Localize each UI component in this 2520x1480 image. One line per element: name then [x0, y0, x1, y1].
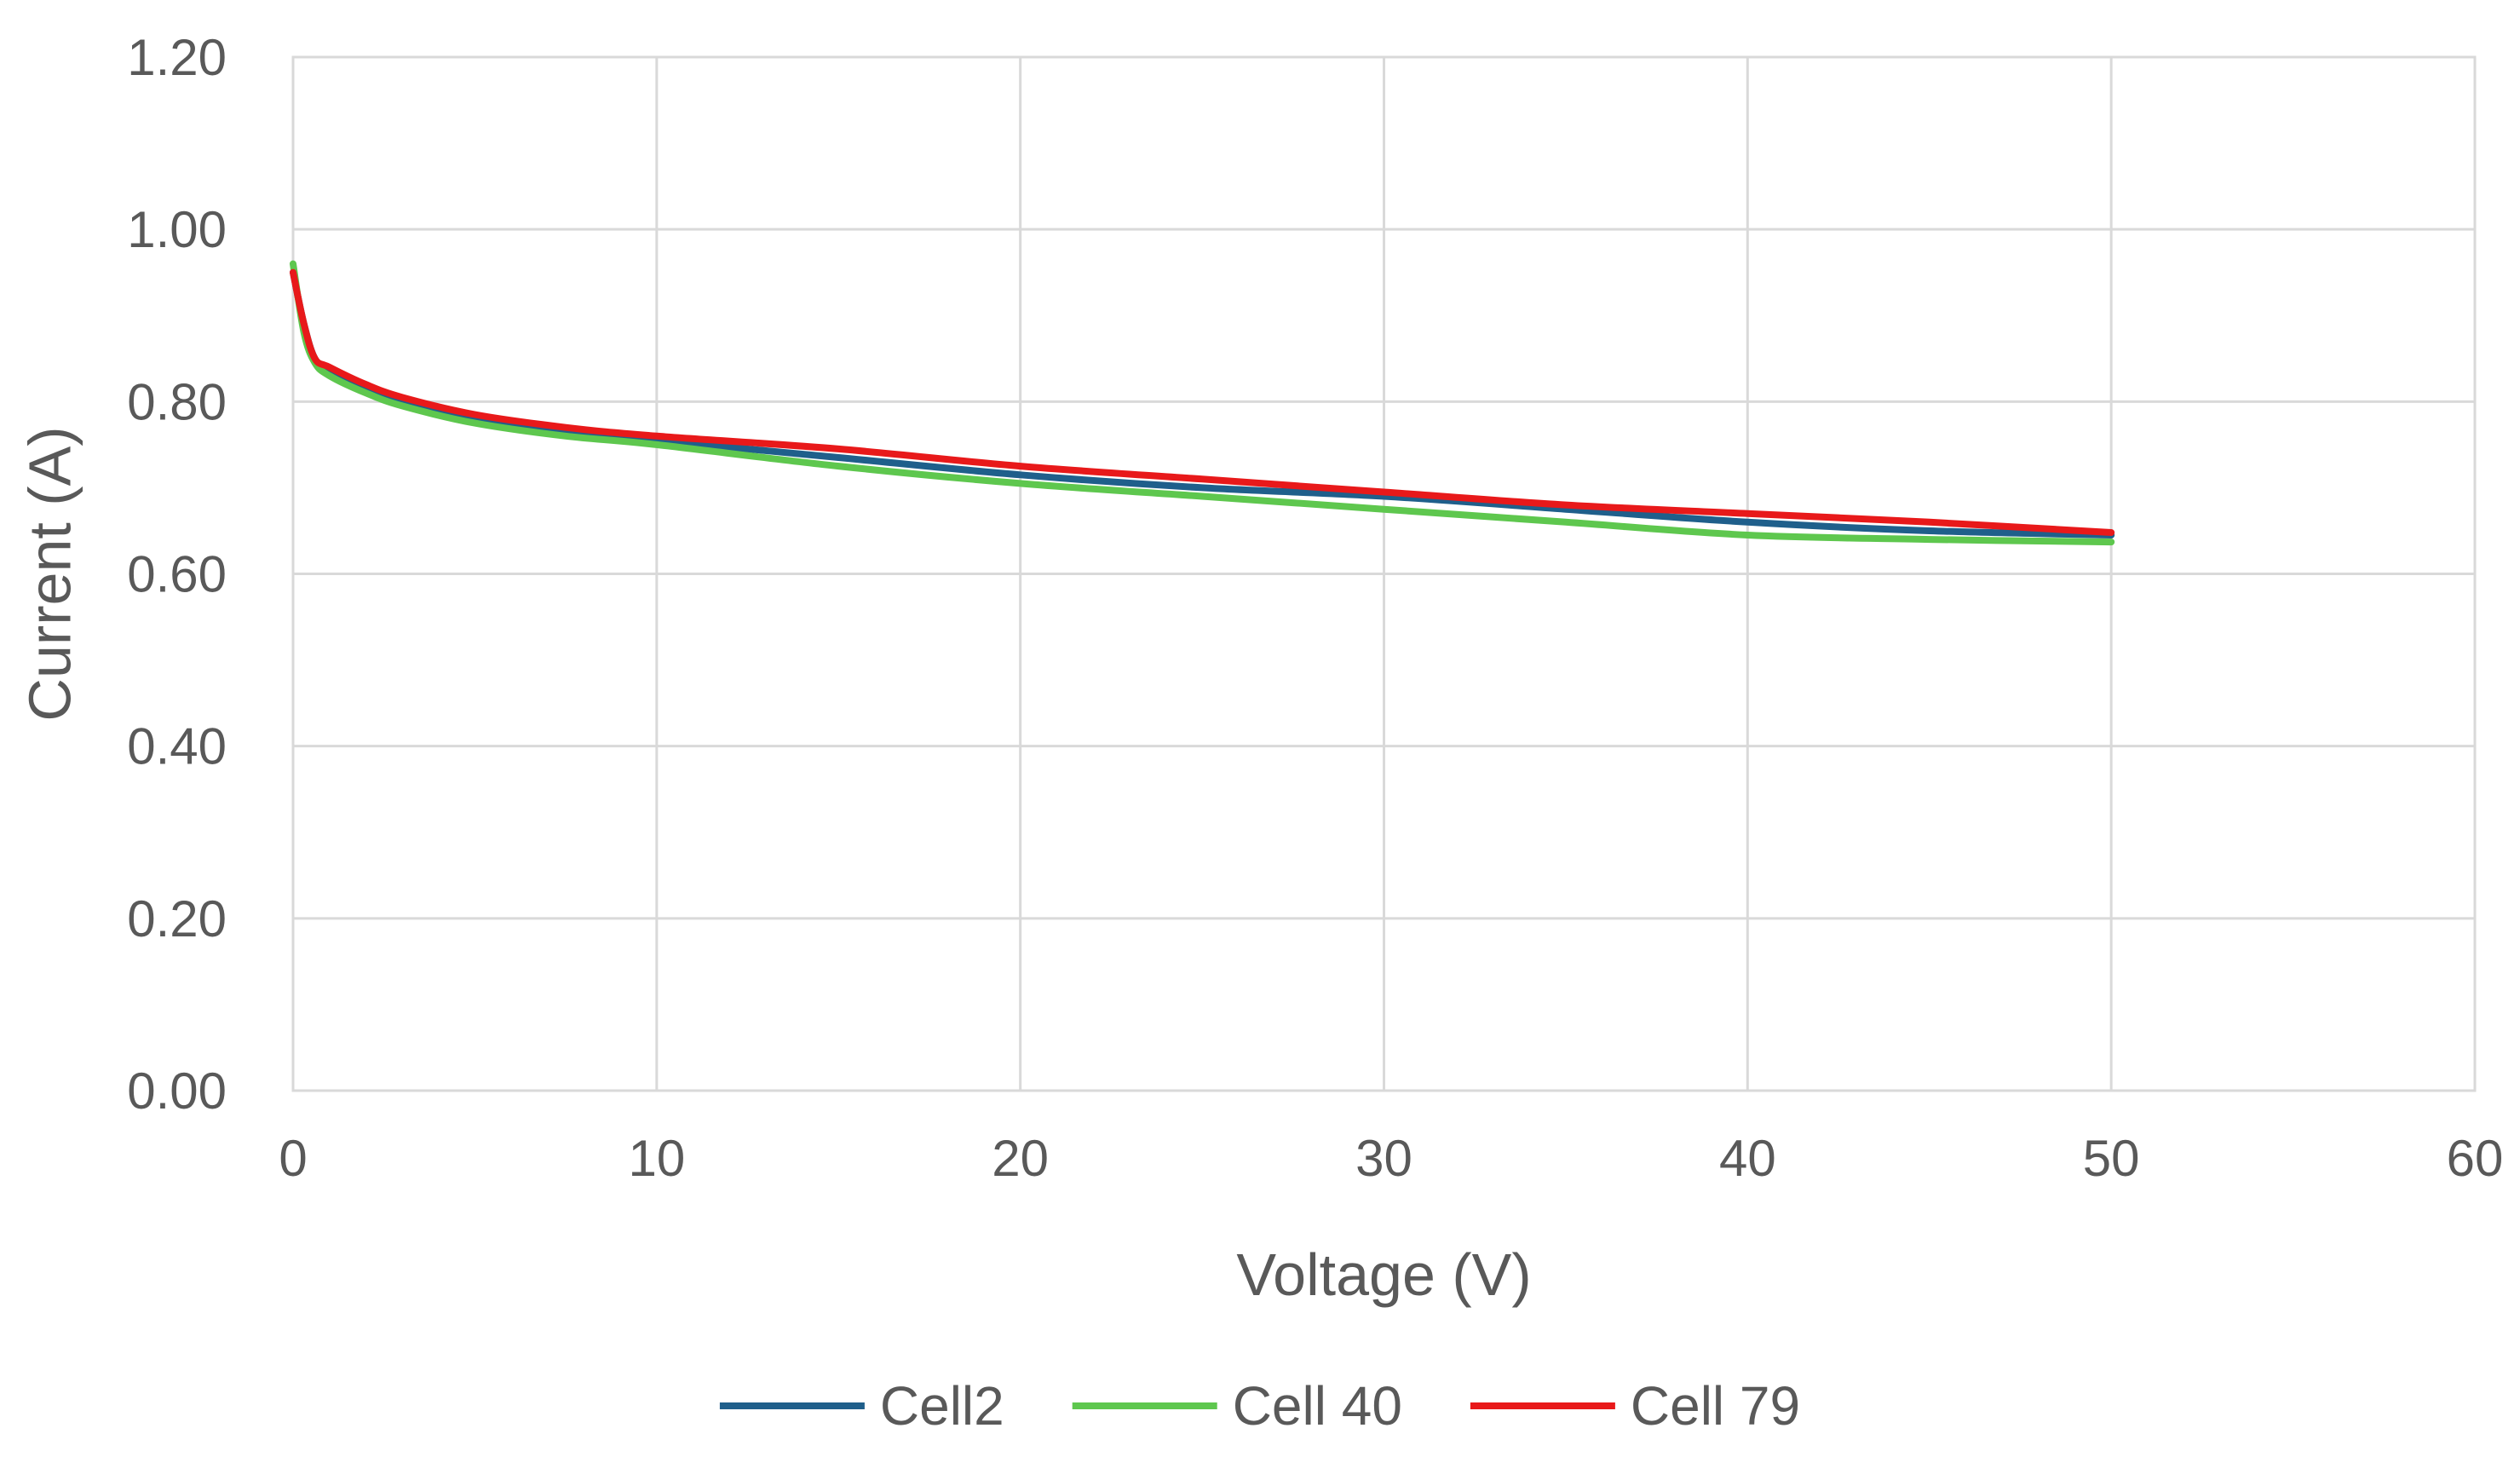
- y-tick-label: 0.60: [127, 546, 227, 603]
- y-tick-label: 0.40: [127, 718, 227, 775]
- x-tick-label: 30: [1355, 1130, 1412, 1187]
- y-tick-label: 1.00: [127, 201, 227, 258]
- legend-label: Cell 40: [1233, 1375, 1402, 1437]
- series-line-cell-40: [290, 260, 2115, 546]
- x-tick-label: 50: [2083, 1130, 2140, 1187]
- grid-layer: [291, 55, 2477, 1092]
- x-tick-label: 40: [1719, 1130, 1776, 1187]
- axis-layer: 0.00 0.20 0.40 0.60 0.80 1.00 1.20 0 10 20 30 40 50 6…: [127, 29, 2503, 1187]
- y-tick-label: 0.80: [127, 373, 227, 430]
- x-tick-label: 20: [992, 1130, 1049, 1187]
- x-tick-label: 0: [279, 1130, 307, 1187]
- y-tick-label: 1.20: [127, 29, 227, 86]
- legend-item: Cell 40: [1072, 1375, 1402, 1437]
- plot-area-border: [291, 55, 2477, 1092]
- y-tick-label: 0.00: [127, 1062, 227, 1120]
- legend: Cell2 Cell 40 Cell 79: [719, 1375, 1800, 1437]
- series-layer: [290, 260, 2115, 546]
- legend-label: Cell 79: [1631, 1375, 1800, 1437]
- series-line-cell2: [290, 268, 2115, 538]
- legend-item: Cell2: [719, 1375, 1004, 1437]
- x-axis-title: Voltage (V): [1236, 1241, 1531, 1308]
- y-tick-label: 0.20: [127, 890, 227, 947]
- legend-item: Cell 79: [1470, 1375, 1800, 1437]
- legend-label: Cell2: [880, 1375, 1004, 1437]
- x-tick-label: 10: [628, 1130, 685, 1187]
- series-line-cell-79: [290, 268, 2115, 536]
- x-tick-label: 60: [2447, 1130, 2504, 1187]
- y-axis-title: Current (A): [17, 426, 83, 721]
